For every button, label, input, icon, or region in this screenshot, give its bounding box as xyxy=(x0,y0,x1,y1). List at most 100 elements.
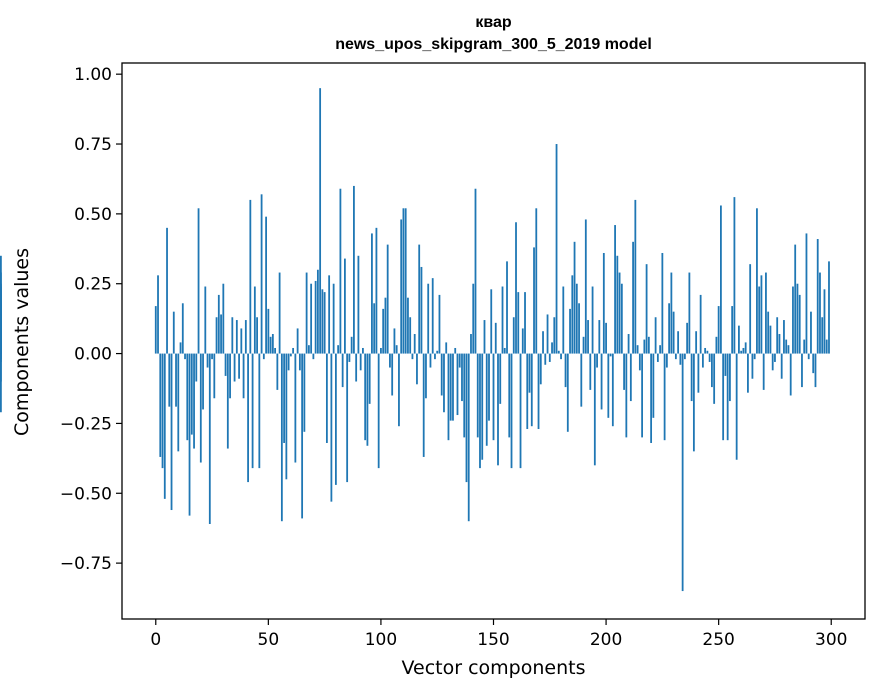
bar xyxy=(704,347,707,354)
bar xyxy=(213,353,216,399)
y-tick-label: 0.25 xyxy=(74,275,112,295)
bar xyxy=(296,328,299,354)
bar xyxy=(528,353,531,393)
x-tick-label: 150 xyxy=(477,630,509,650)
y-axis-ticks: −0.75 −0.50 −0.25 0.00 0.25 0.50 0.75 1.00 xyxy=(60,65,122,574)
bar xyxy=(226,353,229,449)
bar xyxy=(614,225,616,354)
bar xyxy=(699,294,702,354)
bar xyxy=(573,241,576,354)
bar xyxy=(418,244,421,354)
bar xyxy=(539,353,542,385)
bar xyxy=(305,272,308,354)
bar xyxy=(262,353,265,360)
bar xyxy=(670,272,673,354)
bar xyxy=(485,353,488,446)
bar xyxy=(643,339,646,354)
bar xyxy=(380,347,382,354)
bar xyxy=(636,345,639,354)
bar xyxy=(582,336,585,354)
bar xyxy=(796,283,799,354)
bar xyxy=(197,208,200,354)
bar xyxy=(206,353,209,368)
bar xyxy=(238,353,240,379)
bar xyxy=(598,320,601,354)
bar xyxy=(783,320,785,354)
bar xyxy=(638,353,641,371)
bar xyxy=(564,353,567,388)
bar xyxy=(803,339,806,354)
bar xyxy=(377,353,380,469)
bar xyxy=(443,353,445,413)
bar xyxy=(172,311,175,354)
bar xyxy=(292,347,295,354)
bar xyxy=(161,353,164,469)
bar xyxy=(434,353,436,360)
bar xyxy=(402,208,405,354)
y-axis-label: Components values xyxy=(11,247,33,437)
bar xyxy=(771,353,774,371)
bar xyxy=(229,353,231,399)
bar xyxy=(353,185,355,354)
y-tick-label: −0.25 xyxy=(60,414,112,434)
bar xyxy=(688,272,691,354)
bar xyxy=(605,322,607,354)
bar xyxy=(575,283,578,354)
bar xyxy=(533,247,535,354)
bar xyxy=(810,311,812,354)
bar xyxy=(168,353,171,407)
bar xyxy=(711,353,713,388)
bar xyxy=(404,208,407,354)
bar xyxy=(656,353,659,362)
bar xyxy=(364,353,367,441)
bar xyxy=(476,353,479,438)
bar xyxy=(623,353,625,390)
y-tick-label: 1.00 xyxy=(74,65,112,85)
bar xyxy=(344,258,346,354)
bar xyxy=(499,353,502,404)
bar xyxy=(233,353,236,382)
bar xyxy=(231,317,234,354)
bar xyxy=(386,244,389,354)
bar xyxy=(483,320,486,354)
bar xyxy=(526,353,529,430)
y-tick-label: −0.50 xyxy=(60,484,112,504)
bar xyxy=(798,294,801,354)
bar xyxy=(724,353,727,376)
bar xyxy=(368,353,371,404)
bar xyxy=(163,353,166,499)
bar xyxy=(310,283,313,354)
bar xyxy=(188,353,191,516)
bar xyxy=(749,264,752,354)
bar xyxy=(179,342,182,354)
bar xyxy=(625,353,628,438)
bar xyxy=(548,353,551,362)
bar xyxy=(314,280,317,354)
bar xyxy=(244,320,247,354)
bar xyxy=(253,286,256,354)
bar xyxy=(555,144,558,354)
bar xyxy=(557,350,560,354)
bar xyxy=(400,219,403,354)
bar xyxy=(819,272,821,354)
bar xyxy=(337,345,340,354)
bar xyxy=(260,194,263,354)
bar xyxy=(731,306,734,354)
bar xyxy=(463,353,466,438)
bar xyxy=(199,353,202,463)
bar xyxy=(193,353,195,449)
y-tick-label: 0.75 xyxy=(74,135,112,155)
bar xyxy=(321,289,324,354)
x-tick-label: 200 xyxy=(590,630,622,650)
bar xyxy=(665,353,668,368)
bar xyxy=(607,353,610,418)
bar xyxy=(738,325,740,354)
bar xyxy=(274,347,276,354)
bar xyxy=(566,353,569,432)
bar xyxy=(828,261,830,354)
bar xyxy=(742,347,745,354)
bar xyxy=(501,286,504,354)
bar xyxy=(695,331,698,354)
bar xyxy=(686,322,689,354)
bar xyxy=(503,347,506,354)
